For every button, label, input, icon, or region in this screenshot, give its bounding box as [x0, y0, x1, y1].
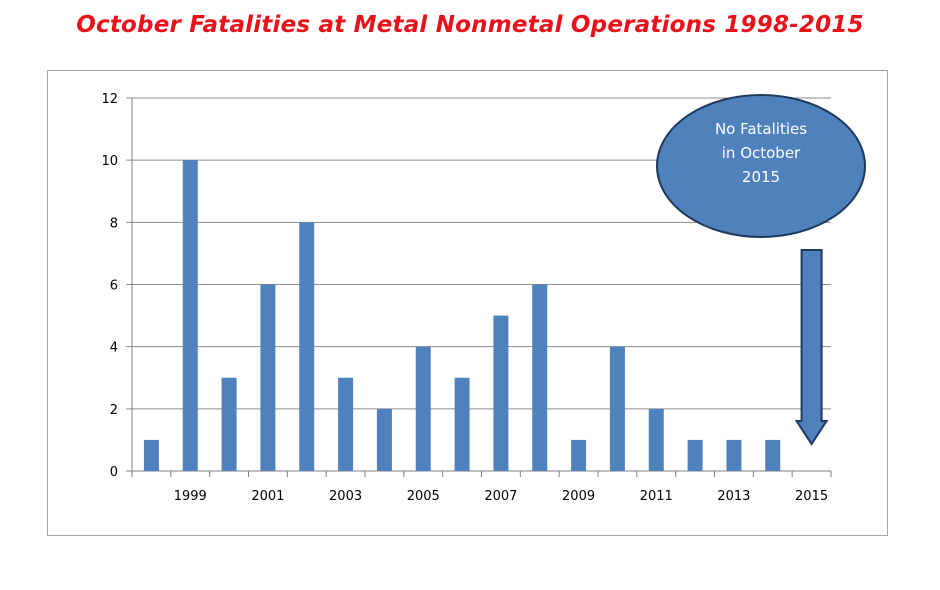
bar-2006: [454, 377, 470, 471]
bar-2005: [415, 346, 431, 471]
annotation-arrow: [794, 249, 829, 446]
x-tick-label: 2009: [562, 489, 595, 504]
bar-2013: [726, 439, 742, 471]
bar-2011: [648, 408, 664, 471]
annotation-text-line: 2015: [742, 168, 780, 186]
bar-2001: [260, 284, 276, 471]
y-tick-label: 2: [110, 403, 118, 418]
bars: [143, 160, 781, 471]
y-tick-label: 4: [110, 341, 118, 356]
y-tick-label: 8: [110, 216, 118, 231]
bar-2009: [571, 439, 587, 471]
x-tick-labels: 1999 2001 2003 2005 2007 2009 2011 2013 2015: [174, 489, 828, 504]
bar-2004: [376, 408, 392, 471]
bar-2014: [765, 439, 781, 471]
x-tick-label: 2007: [484, 489, 517, 504]
bar-2010: [609, 346, 625, 471]
y-tick-label: 12: [101, 92, 118, 107]
bar-2007: [493, 315, 509, 471]
bar-2000: [221, 377, 237, 471]
bar-2012: [687, 439, 703, 471]
annotation: No Fatalities in October 2015: [656, 94, 866, 446]
annotation-text-line: in October: [722, 144, 801, 162]
bar-2002: [299, 222, 315, 471]
bar-2003: [338, 377, 354, 471]
x-tick-label: 2013: [717, 489, 750, 504]
annotation-text-line: No Fatalities: [715, 120, 807, 138]
x-tick-label: 2005: [407, 489, 440, 504]
x-tick-label: 2015: [795, 489, 828, 504]
bar-1998: [143, 439, 159, 471]
x-tick-label: 2001: [251, 489, 284, 504]
y-tick-label: 6: [110, 279, 118, 294]
y-tick-label: 0: [110, 465, 118, 480]
axes: [131, 98, 832, 477]
y-tick-labels: 0 2 4 6 8 10 12: [101, 92, 118, 480]
x-tick-label: 1999: [174, 489, 207, 504]
bar-2008: [532, 284, 548, 471]
chart-title: October Fatalities at Metal Nonmetal Ope…: [76, 12, 864, 38]
chart-frame: 0 2 4 6 8 10 12 1999 2001 2003 2005 2007 2009 2011 20…: [47, 70, 888, 536]
y-tick-label: 10: [101, 154, 118, 169]
gridlines: [126, 97, 831, 472]
bar-chart: 0 2 4 6 8 10 12 1999 2001 2003 2005 2007 2009 2011 20…: [101, 92, 866, 504]
x-tick-label: 2003: [329, 489, 362, 504]
bar-1999: [182, 160, 198, 471]
annotation-bubble: [656, 94, 866, 238]
x-tick-label: 2011: [640, 489, 673, 504]
